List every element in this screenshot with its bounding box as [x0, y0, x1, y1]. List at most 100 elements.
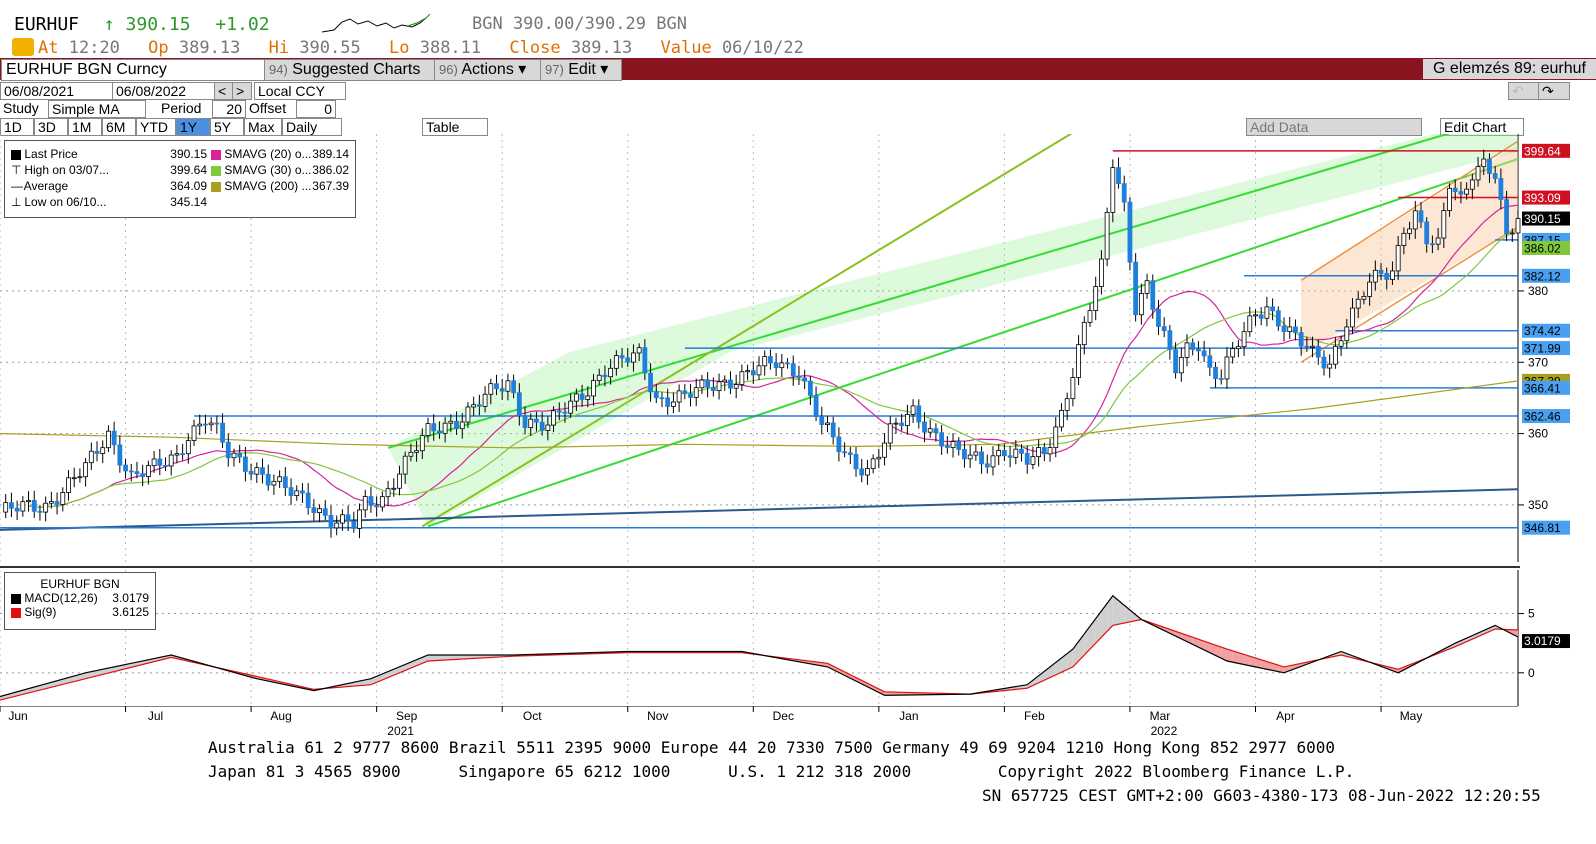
price-tag: 346.81 — [1524, 521, 1561, 535]
candle-down — [819, 416, 825, 426]
candle-up — [882, 442, 887, 458]
macd-diff-fill — [1124, 605, 1130, 624]
alert-icon[interactable] — [12, 38, 34, 56]
range-5y[interactable]: 5Y — [210, 118, 244, 136]
candle-up — [1447, 187, 1452, 211]
security-field[interactable]: EURHUF BGN Curncy — [1, 59, 269, 81]
candle-up — [1059, 410, 1064, 428]
edit-button[interactable]: 97) Edit ▾ — [540, 59, 622, 81]
add-data-input[interactable]: Add Data — [1246, 118, 1422, 136]
macd-diff-fill — [428, 655, 434, 661]
range-ytd[interactable]: YTD — [136, 118, 176, 136]
macd-diff-fill — [1478, 630, 1484, 637]
candle-down — [1218, 378, 1224, 380]
candle-down — [1133, 261, 1139, 316]
candle-up — [870, 458, 876, 469]
candle-up — [973, 451, 979, 456]
redo-icon[interactable]: ↷ — [1538, 82, 1570, 100]
price-tag: 386.02 — [1524, 241, 1561, 255]
date-to-input[interactable]: 06/08/2022 — [112, 82, 216, 100]
price-tag: 374.42 — [1524, 324, 1561, 338]
legend-swatch — [211, 165, 221, 176]
suggested-num: 94) — [269, 62, 288, 77]
candle-up — [608, 367, 614, 378]
table-button[interactable]: Table — [422, 118, 488, 136]
currency-select[interactable]: Local CCY — [254, 82, 346, 100]
candle-down — [665, 397, 671, 407]
candle-up — [379, 496, 385, 508]
candle-down — [1270, 306, 1276, 312]
at-value: 12:20 — [68, 38, 120, 58]
offset-input[interactable]: 0 — [296, 100, 336, 118]
candle-up — [1253, 314, 1258, 317]
candle-down — [203, 423, 208, 426]
study-select[interactable]: Simple MA — [48, 100, 146, 118]
date-from-input[interactable]: 06/08/2021 — [0, 82, 116, 100]
legend-row: ⊤ High on 03/07... 399.64 — [11, 163, 207, 179]
candle-up — [636, 347, 642, 354]
candle-down — [962, 449, 967, 460]
close-value: 389.13 — [570, 38, 633, 58]
candle-down — [773, 362, 779, 369]
candle-down — [899, 422, 905, 426]
candle-up — [1390, 270, 1395, 280]
candle-down — [322, 508, 328, 516]
range-1m[interactable]: 1M — [68, 118, 102, 136]
edit-chart-button[interactable]: Edit Chart — [1440, 118, 1524, 136]
quote-details: At 12:20 Op 389.13 Hi 390.55 Lo 388.11 C… — [38, 38, 822, 58]
actions-button[interactable]: 96) Actions ▾ — [434, 59, 544, 81]
macd-diff-fill — [467, 655, 474, 659]
footer-contacts: Australia 61 2 9777 8600 Brazil 5511 239… — [208, 738, 1336, 757]
macd-diff-fill — [827, 663, 834, 670]
candle-down — [728, 379, 733, 389]
range-3d[interactable]: 3D — [34, 118, 68, 136]
macd-diff-fill — [462, 655, 468, 660]
range-1y[interactable]: 1Y — [176, 118, 210, 136]
candle-up — [1515, 218, 1521, 234]
candle-down — [94, 450, 100, 454]
candle-down — [619, 355, 625, 359]
candle-down — [922, 421, 927, 433]
macd-diff-fill — [1084, 626, 1090, 656]
candle-up — [317, 508, 322, 513]
candle-down — [1161, 326, 1167, 332]
candle-up — [1093, 286, 1099, 311]
candle-down — [802, 377, 808, 382]
candle-down — [368, 496, 374, 506]
x-tick-label: Jan — [899, 709, 918, 723]
legend-value: 389.14 — [312, 147, 349, 161]
prev-arrow-icon[interactable]: < — [214, 82, 234, 100]
candle-up — [613, 355, 619, 369]
macd-diff-fill — [1249, 656, 1256, 667]
macd-chart[interactable]: 05 3.0179 — [0, 570, 1596, 710]
legend-label: Average — [23, 179, 69, 193]
frequency-select[interactable]: Daily — [282, 118, 342, 136]
candle-down — [111, 430, 117, 446]
macd-diff-fill — [1038, 671, 1045, 683]
range-6m[interactable]: 6M — [102, 118, 136, 136]
pane-divider[interactable] — [0, 566, 1520, 568]
candle-up — [3, 502, 9, 513]
macd-tag-bg — [1522, 634, 1570, 649]
candle-down — [242, 456, 248, 472]
next-arrow-icon[interactable]: > — [232, 82, 252, 100]
candle-up — [825, 422, 830, 426]
suggested-charts-button[interactable]: 94) Suggested Charts — [264, 59, 438, 81]
undo-icon[interactable]: ↶ — [1508, 82, 1540, 100]
macd-diff-fill — [1078, 633, 1085, 661]
high-value: 390.55 — [299, 38, 361, 58]
candle-up — [1230, 348, 1236, 358]
y-tick-label: 370 — [1528, 355, 1548, 369]
candle-down — [225, 441, 231, 459]
legend-value: 364.09 — [170, 179, 207, 193]
x-tick-label: Oct — [523, 709, 542, 723]
candle-up — [1013, 448, 1019, 458]
candle-down — [1498, 178, 1504, 200]
range-1d[interactable]: 1D — [0, 118, 34, 136]
macd-diff-fill — [1209, 643, 1216, 656]
period-input[interactable]: 20 — [212, 100, 246, 118]
macd-tag: 3.0179 — [1524, 634, 1561, 648]
range-max[interactable]: Max — [244, 118, 282, 136]
candle-up — [231, 452, 237, 459]
